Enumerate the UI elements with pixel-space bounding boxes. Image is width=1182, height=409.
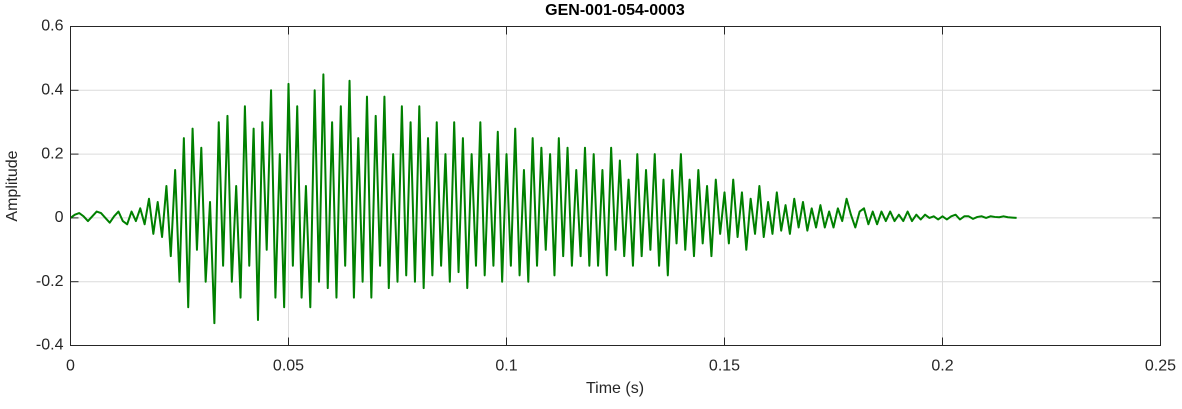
x-tick-label: 0 bbox=[66, 358, 75, 375]
x-tick-label: 0.05 bbox=[273, 358, 304, 375]
y-axis-label: Amplitude bbox=[4, 150, 21, 221]
plot-area bbox=[69, 73, 1017, 325]
y-tick-label: 0.6 bbox=[41, 18, 63, 35]
y-tick-label: -0.4 bbox=[36, 337, 64, 354]
y-tick-label: -0.2 bbox=[36, 273, 64, 290]
grid bbox=[70, 26, 1161, 346]
x-axis-label: Time (s) bbox=[586, 380, 644, 397]
x-tick-label: 0.2 bbox=[931, 358, 953, 375]
x-tick-label: 0.25 bbox=[1145, 358, 1176, 375]
y-tick-label: 0.4 bbox=[41, 82, 63, 99]
axes-frame bbox=[70, 26, 1161, 346]
x-tick-label: 0.15 bbox=[709, 358, 740, 375]
y-tick-label: 0.2 bbox=[41, 145, 63, 162]
y-tick-label: 0 bbox=[55, 209, 64, 226]
x-tick-label: 0.1 bbox=[495, 358, 517, 375]
chart-title: GEN-001-054-0003 bbox=[545, 2, 685, 19]
waveform-line bbox=[69, 73, 1017, 325]
